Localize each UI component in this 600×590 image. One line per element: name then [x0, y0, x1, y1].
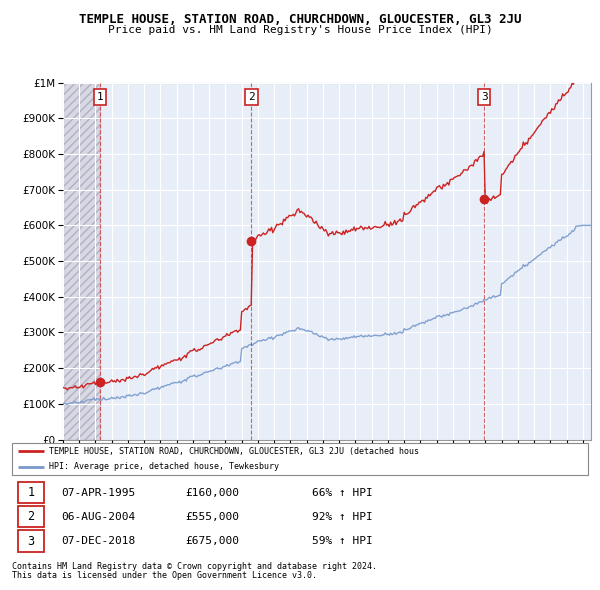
Bar [63, 83, 100, 440]
FancyBboxPatch shape [18, 482, 44, 503]
Text: TEMPLE HOUSE, STATION ROAD, CHURCHDOWN, GLOUCESTER, GL3 2JU: TEMPLE HOUSE, STATION ROAD, CHURCHDOWN, … [79, 13, 521, 26]
FancyBboxPatch shape [12, 442, 588, 475]
Text: 66% ↑ HPI: 66% ↑ HPI [311, 488, 372, 498]
FancyBboxPatch shape [18, 530, 44, 552]
Text: Contains HM Land Registry data © Crown copyright and database right 2024.: Contains HM Land Registry data © Crown c… [12, 562, 377, 571]
Text: £160,000: £160,000 [185, 488, 239, 498]
Text: £555,000: £555,000 [185, 512, 239, 522]
Bar [63, 83, 100, 440]
Text: 92% ↑ HPI: 92% ↑ HPI [311, 512, 372, 522]
Text: 59% ↑ HPI: 59% ↑ HPI [311, 536, 372, 546]
Text: 3: 3 [481, 92, 488, 102]
Text: 2: 2 [27, 510, 34, 523]
Text: 2: 2 [248, 92, 255, 102]
Text: HPI: Average price, detached house, Tewkesbury: HPI: Average price, detached house, Tewk… [49, 463, 280, 471]
Text: This data is licensed under the Open Government Licence v3.0.: This data is licensed under the Open Gov… [12, 571, 317, 580]
Text: Price paid vs. HM Land Registry's House Price Index (HPI): Price paid vs. HM Land Registry's House … [107, 25, 493, 35]
Text: 06-AUG-2004: 06-AUG-2004 [61, 512, 135, 522]
Text: TEMPLE HOUSE, STATION ROAD, CHURCHDOWN, GLOUCESTER, GL3 2JU (detached hous: TEMPLE HOUSE, STATION ROAD, CHURCHDOWN, … [49, 447, 419, 455]
Text: 1: 1 [97, 92, 103, 102]
Text: £675,000: £675,000 [185, 536, 239, 546]
Text: 3: 3 [27, 535, 34, 548]
Text: 07-DEC-2018: 07-DEC-2018 [61, 536, 135, 546]
FancyBboxPatch shape [18, 506, 44, 527]
Text: 07-APR-1995: 07-APR-1995 [61, 488, 135, 498]
Text: 1: 1 [27, 486, 34, 499]
